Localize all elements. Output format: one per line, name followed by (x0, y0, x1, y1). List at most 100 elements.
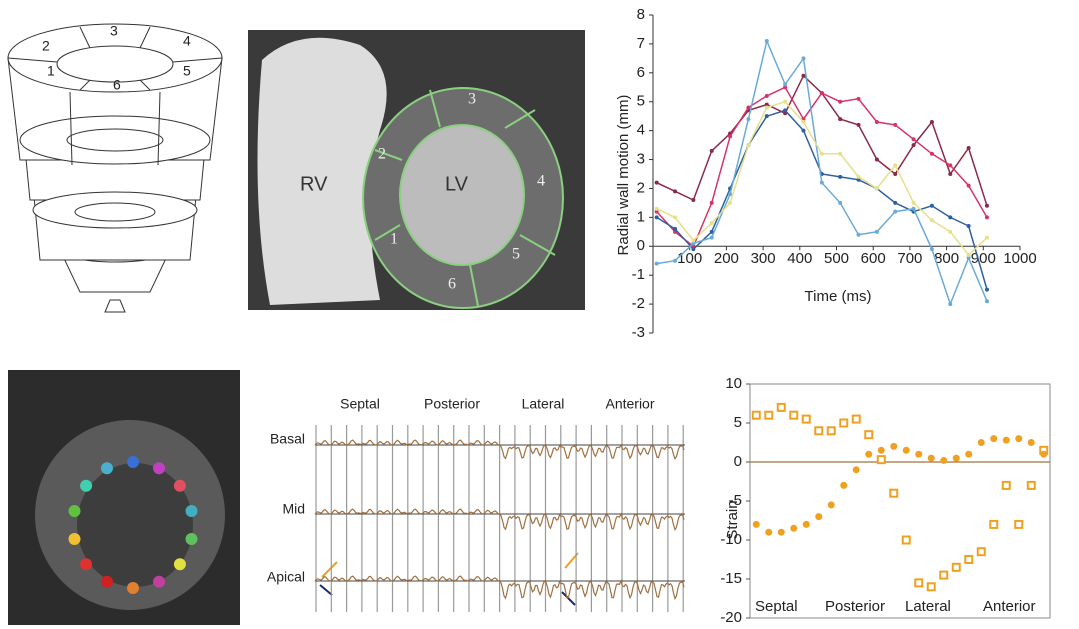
y-tick-label: -5 (729, 492, 742, 509)
point (728, 200, 733, 205)
point (764, 105, 769, 110)
series-line (656, 74, 988, 207)
segment-label: 5 (512, 246, 520, 263)
point (940, 456, 948, 464)
point (838, 99, 843, 104)
point (838, 151, 843, 156)
y-tick-label: 10 (725, 375, 742, 392)
y-tick-label: 2 (637, 179, 645, 196)
point (927, 454, 935, 462)
point (815, 513, 823, 521)
point (990, 435, 998, 443)
point (951, 562, 961, 572)
point (765, 528, 773, 536)
point (901, 535, 911, 545)
point (691, 241, 696, 246)
point (864, 430, 874, 440)
segment-label: 1 (390, 231, 398, 248)
point (874, 157, 879, 162)
point (819, 180, 824, 185)
point (929, 119, 934, 124)
point (673, 189, 678, 194)
point (964, 555, 974, 564)
point (790, 524, 798, 532)
point (777, 528, 785, 536)
point (966, 145, 971, 150)
point (838, 117, 843, 122)
point (783, 108, 788, 113)
y-tick-label: 6 (637, 64, 645, 81)
tag-dot (68, 504, 81, 517)
x-tick-label: 700 (897, 250, 922, 267)
point (764, 39, 769, 44)
point (915, 450, 923, 458)
point (1002, 436, 1010, 444)
chamber-label: RV (300, 173, 328, 195)
segment-label: 1 (47, 63, 55, 79)
point (889, 488, 899, 498)
point (856, 122, 861, 127)
point (801, 414, 811, 424)
point (948, 229, 953, 234)
point (977, 439, 985, 446)
point (948, 302, 953, 307)
point (914, 578, 924, 588)
y-tick-label: 4 (637, 122, 645, 139)
point (893, 122, 898, 127)
point (965, 450, 973, 458)
point (966, 252, 971, 257)
y-tick-label: 0 (637, 237, 645, 254)
point (948, 172, 953, 176)
point (746, 105, 751, 110)
y-tick-label: -2 (632, 295, 645, 312)
point (691, 247, 696, 252)
point (856, 177, 861, 182)
segment-label: 3 (468, 91, 476, 108)
point (952, 454, 960, 462)
y-tick-label: 5 (637, 93, 645, 110)
point (874, 229, 879, 234)
point (801, 56, 806, 61)
point (929, 203, 934, 208)
y-tick-label: -20 (720, 609, 742, 626)
point (929, 218, 934, 223)
point (673, 215, 678, 220)
point (764, 93, 769, 98)
segment-model: 2 3 4 1 6 5 (7, 23, 223, 313)
point (877, 446, 885, 454)
segment-label: 6 (448, 276, 456, 293)
segment-label: 6 (113, 77, 121, 93)
segment-label: 5 (183, 63, 191, 79)
tag-dot (68, 533, 81, 546)
y-tick-label: 7 (637, 35, 645, 52)
trace (314, 575, 685, 601)
point (856, 232, 861, 237)
point (709, 148, 714, 153)
point (874, 186, 879, 191)
x-tick-label: 300 (751, 250, 776, 267)
tag-dot (127, 582, 139, 594)
point (984, 235, 989, 240)
point (902, 446, 910, 454)
y-tick-label: 3 (637, 151, 645, 168)
point (911, 143, 916, 148)
point (783, 82, 788, 87)
column-label: Lateral (522, 396, 565, 412)
point (856, 96, 861, 101)
point (948, 215, 953, 220)
point (926, 582, 936, 592)
annotation: Anterior (983, 598, 1036, 615)
point (728, 192, 733, 197)
tag-dot (127, 456, 139, 468)
point (802, 520, 810, 528)
x-axis-label: Time (ms) (805, 288, 872, 305)
point (827, 501, 835, 509)
point (654, 180, 659, 185)
tag-dot (80, 479, 93, 492)
x-tick-label: 900 (971, 250, 996, 267)
point (966, 224, 971, 229)
point (865, 450, 873, 458)
annotation: Posterior (825, 598, 885, 615)
row-label: Apical (267, 569, 305, 585)
